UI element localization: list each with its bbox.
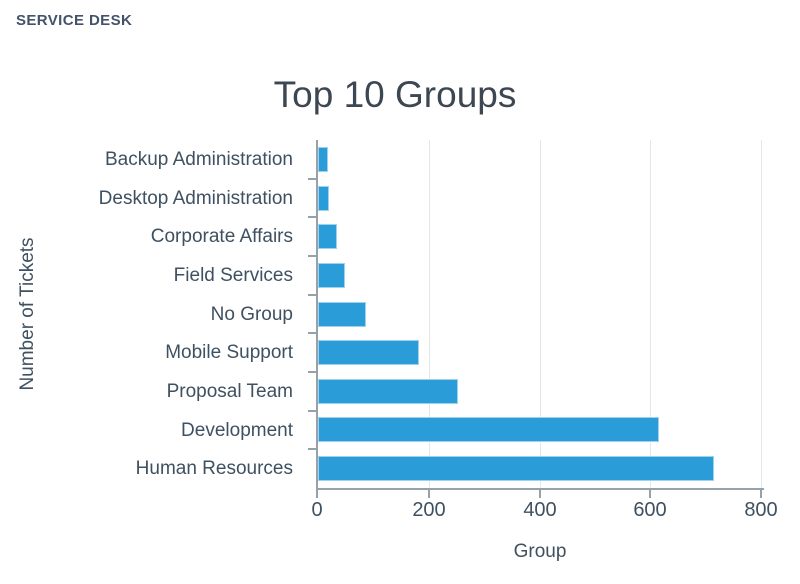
x-tick-label-0: 0 [311,499,323,521]
bar-mobile-support[interactable] [318,340,419,365]
y-axis-tick [308,255,316,257]
category-label-no-group: No Group [210,303,293,325]
y-axis-category-labels: Backup Administration Desktop Administrat… [0,140,305,488]
bar-proposal-team[interactable] [318,379,458,404]
bar-desktop-administration[interactable] [318,186,329,211]
category-label-mobile-support: Mobile Support [165,341,293,363]
y-axis-tick [308,410,316,412]
x-tick-label-200: 200 [412,499,446,521]
y-axis-tick [308,294,316,296]
x-axis-title: Group [513,541,567,562]
bar-backup-administration[interactable] [318,147,328,172]
category-label-backup-administration: Backup Administration [105,148,293,170]
y-axis-tick [308,178,316,180]
bar-field-services[interactable] [318,263,345,288]
x-tick-label-600: 600 [633,499,667,521]
bar-development[interactable] [318,417,659,442]
bar-human-resources[interactable] [318,456,714,481]
x-axis-tick [649,490,651,498]
category-label-corporate-affairs: Corporate Affairs [150,225,293,247]
y-axis-tick [308,371,316,373]
x-axis-tick [539,490,541,498]
y-axis-tick [308,448,316,450]
x-tick-label-800: 800 [744,499,778,521]
category-label-development: Development [181,419,293,441]
category-label-proposal-team: Proposal Team [166,380,293,402]
page-title: SERVICE DESK [16,12,133,29]
category-label-human-resources: Human Resources [135,457,293,479]
x-axis-tick [428,490,430,498]
gridline-200 [429,140,430,488]
x-axis-tick [316,490,318,498]
y-axis-tick [308,216,316,218]
x-axis-tick [760,490,762,498]
y-axis-tick [308,332,316,334]
category-label-field-services: Field Services [173,264,293,286]
gridline-800 [761,140,762,488]
x-tick-label-400: 400 [523,499,557,521]
gridline-600 [650,140,651,488]
category-label-desktop-administration: Desktop Administration [98,187,293,209]
plot-area [308,140,764,498]
chart-title: Top 10 Groups [273,74,517,115]
bar-corporate-affairs[interactable] [318,224,337,249]
gridline-400 [540,140,541,488]
bar-no-group[interactable] [318,302,366,327]
